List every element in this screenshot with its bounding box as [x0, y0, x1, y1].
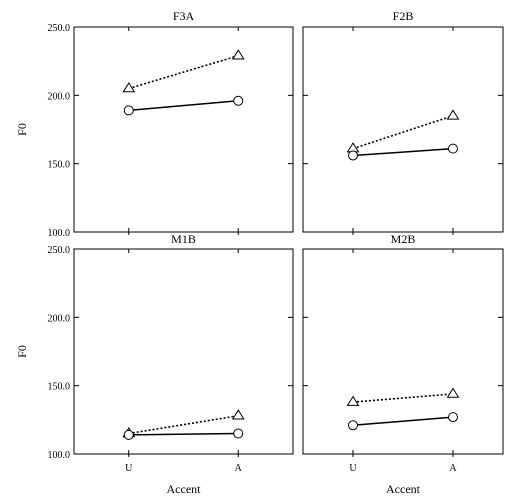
triangle-series-line	[352, 393, 454, 403]
panel-f2b: F2B	[302, 9, 504, 235]
panel-title: M1B	[171, 232, 196, 246]
y-tick-label: 150.0	[48, 160, 71, 171]
y-tick-label: 200.0	[48, 313, 71, 324]
y-tick-label: 100.0	[48, 228, 71, 239]
panel-title: M2B	[391, 232, 416, 246]
triangle-point	[231, 49, 245, 60]
circle-point	[348, 420, 358, 431]
circle-point	[233, 428, 244, 439]
triangle-point	[346, 395, 360, 406]
circle-series-line	[352, 416, 454, 427]
plot-frame	[73, 248, 294, 455]
triangle-point	[122, 82, 136, 93]
circle-point	[348, 150, 358, 161]
panel-m2b: M2B U A Accent	[302, 232, 504, 496]
y-tick-label: 100.0	[48, 450, 71, 461]
x-axis-label: Accent	[167, 482, 202, 496]
x-tick-label: A	[235, 463, 243, 474]
triangle-point	[231, 409, 245, 420]
y-tick-label: 150.0	[48, 382, 71, 393]
circle-point	[448, 412, 458, 423]
x-axis-label: Accent	[386, 482, 421, 496]
plot-frame	[73, 26, 294, 233]
panel-f3a: F3A 100.0 150.0 200.0 250.0 F0	[15, 9, 294, 239]
circle-point	[123, 429, 134, 440]
y-axis-label: F0	[15, 345, 29, 358]
circle-series-line	[128, 100, 239, 112]
panel-m1b: M1B 100.0 150.0 200.0 250.0 F0 U A Accent	[15, 232, 294, 496]
x-tick-label: U	[125, 463, 133, 474]
panel-title: F2B	[393, 9, 414, 23]
x-tick-label: A	[449, 463, 457, 474]
y-axis-label: F0	[15, 123, 29, 136]
triangle-point	[446, 109, 460, 120]
circle-series-line	[128, 432, 239, 436]
triangle-series-line	[128, 54, 239, 90]
y-tick-label: 250.0	[48, 245, 71, 256]
y-tick-label: 250.0	[48, 23, 71, 34]
panel-title: F3A	[173, 9, 195, 23]
y-tick-label: 200.0	[48, 91, 71, 102]
triangle-series-line	[352, 115, 454, 150]
circle-point	[233, 95, 244, 106]
circle-series-line	[352, 147, 454, 157]
triangle-point	[446, 387, 460, 398]
triangle-series-line	[128, 414, 239, 435]
x-tick-label: U	[349, 463, 357, 474]
plot-frame	[302, 26, 504, 233]
circle-point	[123, 105, 134, 116]
circle-point	[448, 143, 458, 154]
plot-frame	[302, 248, 504, 455]
